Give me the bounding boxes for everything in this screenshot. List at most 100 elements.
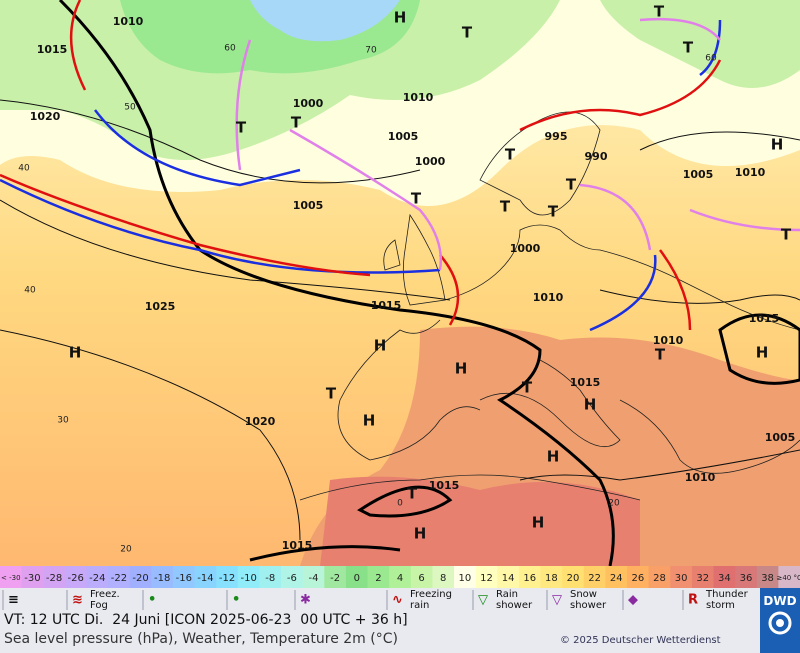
cold-front (589, 254, 657, 332)
scale-label: -8 (265, 573, 275, 584)
scale-label: 26 (631, 573, 644, 584)
scale-cell (324, 566, 347, 588)
map-label: 1015 (371, 299, 402, 312)
map-label: 1010 (113, 15, 144, 28)
map-label: 990 (585, 150, 608, 163)
map-label: T (462, 24, 473, 42)
scale-label: 34 (718, 573, 731, 584)
scale-cell (281, 566, 304, 588)
coastlines (299, 111, 800, 501)
scale-cell (259, 566, 282, 588)
scale-label: 2 (375, 573, 381, 584)
map-label: 1015 (37, 43, 68, 56)
scale-label: -6 (287, 573, 297, 584)
weather-legend: ≡ ≋ Freez. Fog • • ✱ ∿ Freezing rain ▽ Rain shower ▽ S… (0, 588, 760, 612)
scale-label: 0 (354, 573, 360, 584)
map-label: H (69, 344, 82, 362)
scale-cell (648, 566, 671, 588)
trough-line (249, 545, 401, 562)
scale-cell (735, 566, 758, 588)
hot-zone (320, 476, 640, 566)
scale-cell (21, 566, 44, 588)
scale-label: 10 (458, 573, 471, 584)
map-label: H (414, 525, 427, 543)
scale-cell (64, 566, 87, 588)
map-label: H (547, 448, 560, 466)
map-label: H (455, 360, 468, 378)
map-label: H (584, 396, 597, 414)
map-label: H (771, 136, 784, 154)
map-label: 0 (397, 499, 403, 509)
isobars (0, 99, 800, 541)
legend-icon: • (148, 593, 156, 608)
scale-cell (216, 566, 239, 588)
map-label: 30 (57, 416, 69, 426)
map-label: 20 (608, 499, 620, 509)
map-label: 1025 (145, 300, 176, 313)
scale-label: 18 (545, 573, 558, 584)
scale-cell (454, 566, 477, 588)
logo-text: DWD (763, 594, 797, 608)
scale-label: 16 (523, 573, 536, 584)
scale-label: 8 (440, 573, 446, 584)
copyright: © 2025 Deutscher Wetterdienst (560, 635, 721, 646)
map-label: 50 (124, 103, 136, 113)
scale-label: -2 (330, 573, 340, 584)
scale-label: < -30 (1, 574, 21, 582)
legend-icon: ≡ (8, 593, 19, 608)
legend-icon: ∿ (392, 593, 403, 608)
logo: DWD (760, 588, 800, 653)
green-zone (600, 0, 800, 88)
map: 1010 1015 1020 1000 1010 1005 1000 1005 995 990 10… (0, 0, 800, 566)
cold-zone (250, 0, 400, 42)
map-label: T (654, 3, 665, 21)
scale-label: 28 (653, 573, 666, 584)
trough-line (718, 313, 800, 385)
map-label: 1020 (30, 110, 61, 123)
scale-cell (302, 566, 325, 588)
description: Sea level pressure (hPa), Weather, Tempe… (4, 631, 398, 647)
map-label: 1010 (653, 334, 684, 347)
scale-cell (605, 566, 628, 588)
scale-label: 12 (480, 573, 493, 584)
map-label: T (291, 114, 302, 132)
map-label: H (532, 514, 545, 532)
legend-label: Freezing rain (410, 589, 452, 611)
map-label: H (363, 412, 376, 430)
scale-label: -16 (176, 573, 192, 584)
scale-cell (497, 566, 520, 588)
map-label: 1005 (683, 168, 714, 181)
scale-cell (194, 566, 217, 588)
trough-line (357, 485, 453, 518)
legend-icon: ▽ (478, 593, 488, 608)
scale-label: -12 (219, 573, 235, 584)
map-label: T (236, 119, 247, 137)
logo-icon (768, 611, 792, 635)
map-label: 1005 (293, 199, 324, 212)
map-label: T (500, 198, 511, 216)
map-label: T (781, 226, 792, 244)
scale-cell (86, 566, 109, 588)
scale-label: -28 (46, 573, 62, 584)
map-label: 1015 (282, 539, 313, 552)
scale-cell (43, 566, 66, 588)
legend-label: Freez. Fog (90, 589, 120, 611)
scale-label: ≥40 °C (776, 574, 800, 582)
scale-cell (475, 566, 498, 588)
scale-cell (627, 566, 650, 588)
scale-cell (237, 566, 260, 588)
legend-label: Rain shower (496, 589, 533, 611)
scale-cell (670, 566, 693, 588)
scale-label: -30 (24, 573, 40, 584)
map-label: 70 (365, 46, 377, 56)
map-label: T (326, 385, 337, 403)
map-label: T (655, 346, 666, 364)
map-label: 40 (18, 164, 30, 174)
occlusion (579, 17, 800, 251)
occlusion (235, 39, 442, 271)
legend-label: Snow shower (570, 589, 607, 611)
scale-cell (0, 566, 23, 588)
scale-cell (108, 566, 131, 588)
map-label: 1000 (510, 242, 541, 255)
